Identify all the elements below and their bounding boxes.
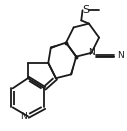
Text: N: N (117, 51, 124, 61)
Text: S: S (82, 5, 89, 15)
Polygon shape (50, 43, 66, 49)
Polygon shape (70, 57, 76, 75)
Text: N: N (88, 48, 95, 57)
Text: N: N (20, 112, 27, 121)
